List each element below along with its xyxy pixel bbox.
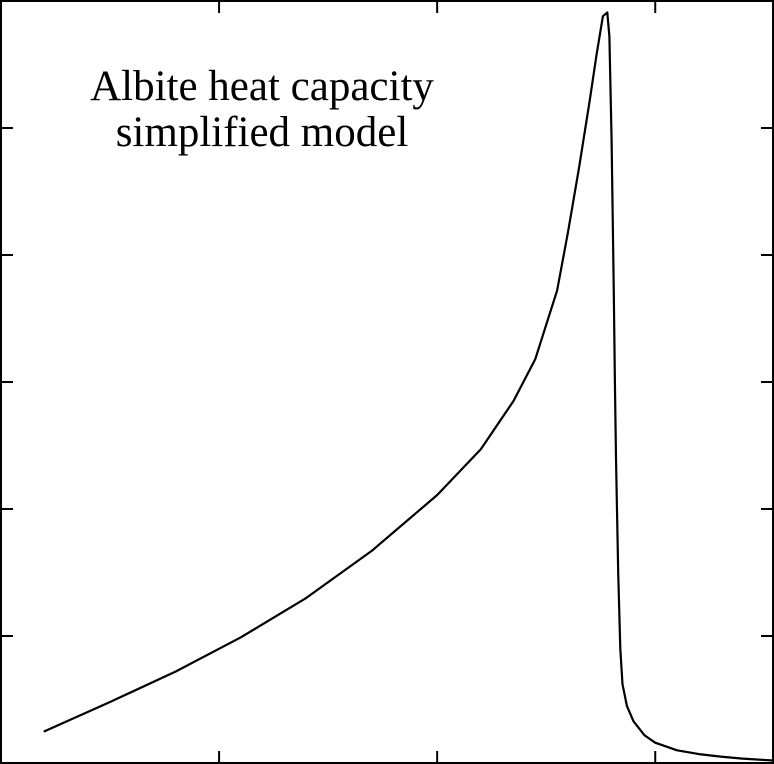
chart-title-line-2: simplified model — [116, 109, 409, 156]
heat-capacity-curve — [43, 11, 774, 762]
chart-title-line-1: Albite heat capacity — [90, 63, 434, 110]
